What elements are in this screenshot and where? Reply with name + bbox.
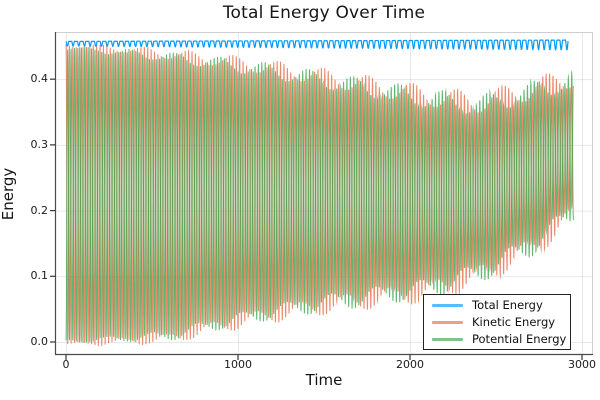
kinetic-energy-line-swatch (432, 320, 463, 324)
legend-label-total: Total Energy (472, 298, 543, 312)
x-tick-label: 3000 (567, 358, 596, 371)
legend-label-potential: Potential Energy (472, 332, 567, 346)
total-energy-line-swatch (432, 303, 463, 307)
legend: Total Energy Kinetic Energy Potential En… (423, 294, 571, 350)
x-axis-label: Time (305, 371, 343, 389)
legend-row-potential: Potential Energy (424, 331, 570, 347)
x-tick-label: 2000 (395, 358, 424, 371)
y-tick-label: 0.3 (30, 137, 49, 151)
y-tick-label: 0.4 (30, 72, 49, 86)
legend-label-kinetic: Kinetic Energy (472, 315, 556, 329)
y-tick-label: 0.2 (30, 203, 49, 217)
y-tick-label: 0.0 (30, 334, 49, 348)
x-tick-label: 0 (62, 358, 70, 371)
chart-title: Total Energy Over Time (222, 3, 426, 23)
y-tick-label: 0.1 (30, 269, 49, 283)
legend-row-kinetic: Kinetic Energy (424, 314, 570, 330)
x-tick-label: 1000 (224, 358, 252, 371)
legend-row-total: Total Energy (424, 297, 570, 313)
potential-energy-line-swatch (432, 337, 463, 341)
